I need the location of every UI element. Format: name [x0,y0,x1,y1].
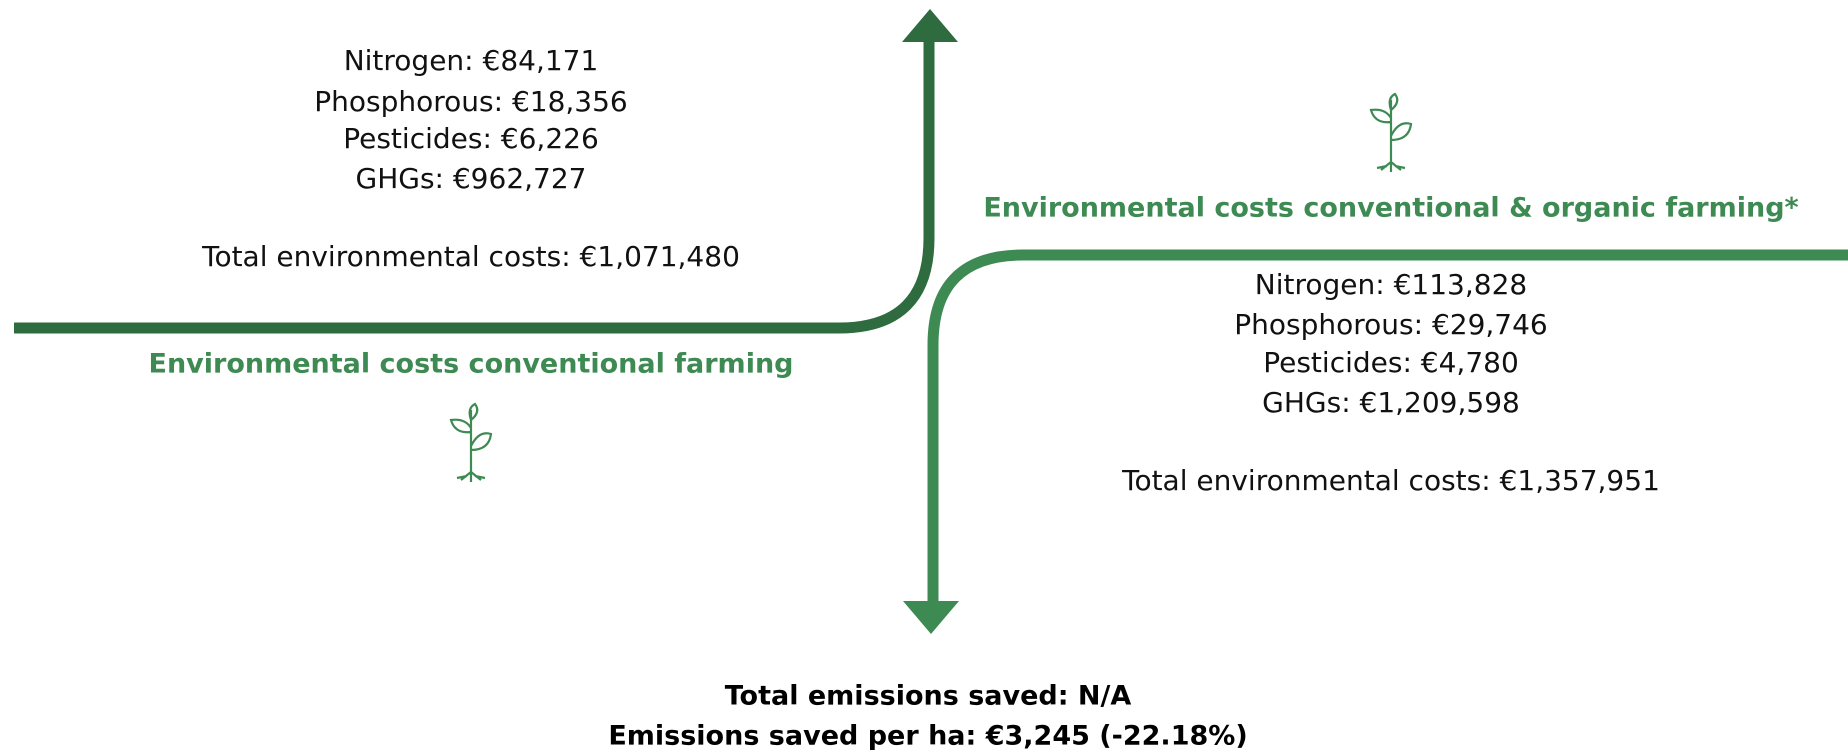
cost-line: GHGs: €962,727 [356,162,587,195]
summary-line: Total emissions saved: N/A [725,681,1132,712]
total-line: Total environmental costs: €1,357,951 [1121,464,1660,497]
cost-line: Pesticides: €6,226 [343,122,599,155]
total-line: Total environmental costs: €1,071,480 [201,240,740,273]
plant-icon [449,402,493,482]
cost-line: Phosphorous: €18,356 [314,85,627,118]
cost-line: Pesticides: €4,780 [1263,346,1519,379]
cost-line: Nitrogen: €113,828 [1255,268,1527,301]
summary-line: Emissions saved per ha: €3,245 (-22.18%) [608,721,1247,752]
organic-panel: Environmental costs conventional & organ… [983,92,1799,497]
arrow-up [902,9,958,42]
cost-line: Phosphorous: €29,746 [1234,308,1547,341]
organic-line [927,249,1848,604]
heading: Environmental costs conventional farming [149,349,794,380]
conventional-panel: Nitrogen: €84,171 Phosphorous: €18,356 P… [149,44,794,482]
arrow-down [903,601,959,634]
heading: Environmental costs conventional & organ… [983,193,1798,224]
cost-line: GHGs: €1,209,598 [1262,386,1520,419]
plant-icon [1369,92,1413,172]
cost-line: Nitrogen: €84,171 [344,44,599,77]
conventional-line [14,40,935,334]
